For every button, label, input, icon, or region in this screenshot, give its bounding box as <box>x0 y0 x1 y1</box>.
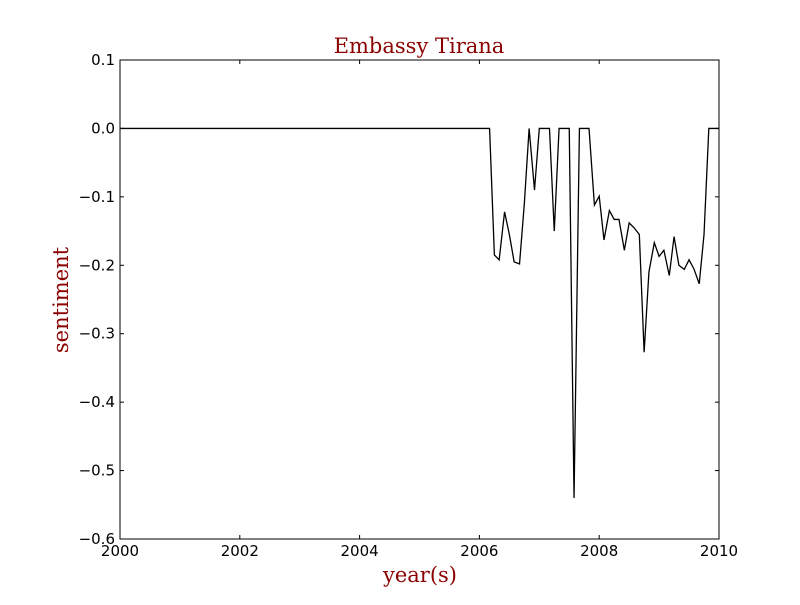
y-tick-label: −0.1 <box>79 188 115 206</box>
x-axis-label: year(s) <box>382 563 457 587</box>
plot-area-frame <box>120 60 719 539</box>
x-tick-label: 2006 <box>460 542 498 560</box>
y-axis-label: sentiment <box>49 246 73 353</box>
x-tick-label: 2010 <box>700 542 738 560</box>
x-tick-label: 2008 <box>580 542 618 560</box>
y-tick-label: −0.5 <box>79 462 115 480</box>
x-tick-label: 2004 <box>341 542 379 560</box>
y-tick-label: 0.0 <box>91 119 115 137</box>
series-layer <box>120 128 719 498</box>
sentiment-series-line <box>120 128 719 498</box>
x-tick-label: 2002 <box>221 542 259 560</box>
chart-title: Embassy Tirana <box>334 34 505 58</box>
y-tick-label: −0.6 <box>79 530 115 548</box>
y-tick-label: −0.2 <box>79 256 115 274</box>
y-tick-label: −0.4 <box>79 393 115 411</box>
y-tick-label: −0.3 <box>79 325 115 343</box>
y-tick-label: 0.1 <box>91 51 115 69</box>
